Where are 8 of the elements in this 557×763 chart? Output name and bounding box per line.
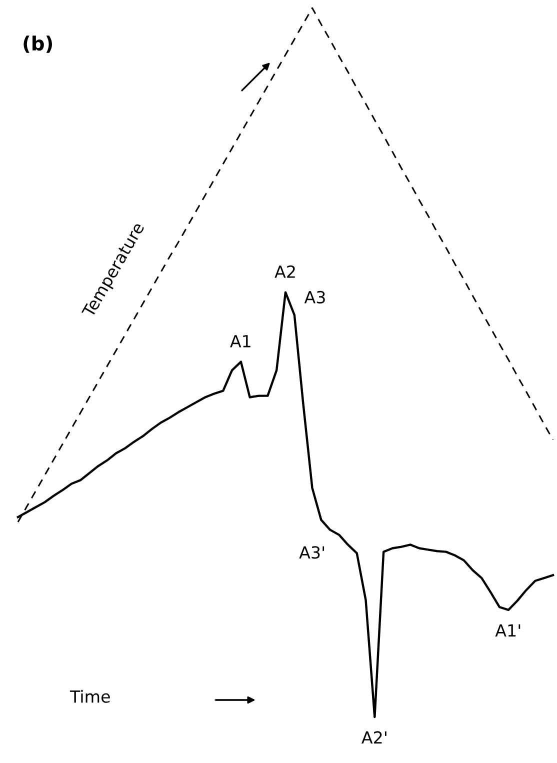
annotation: A2': [362, 731, 386, 744]
x-axis-title: Time: [70, 690, 110, 703]
annotation: A2: [274, 265, 295, 278]
annotation: A3': [299, 546, 324, 559]
annotation: A1': [495, 624, 520, 636]
text: (b): [24, 36, 52, 53]
annotation: A1: [230, 335, 250, 348]
annotation: A3: [304, 290, 325, 304]
